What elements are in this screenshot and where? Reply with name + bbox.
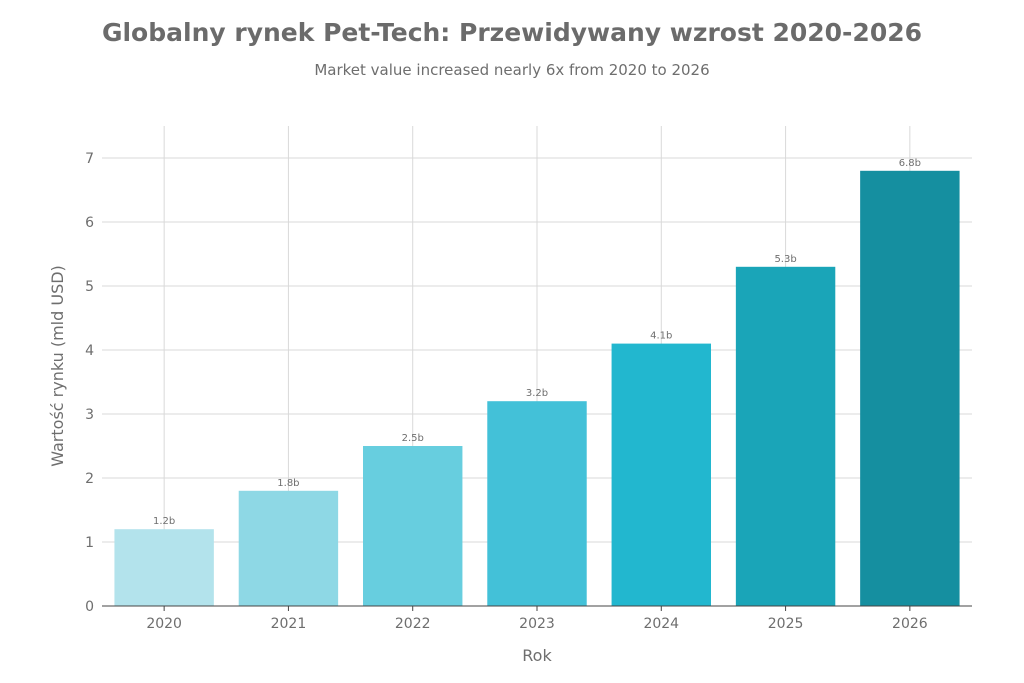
y-tick-label: 6 [85, 215, 94, 231]
data-label: 5.3b [774, 254, 796, 265]
bar-2026 [860, 170, 960, 607]
y-tick-label: 0 [85, 599, 94, 615]
data-label: 1.8b [277, 478, 299, 489]
y-tick-label: 7 [85, 151, 94, 167]
bar-2023 [487, 401, 587, 606]
y-axis-title: Wartość rynku (mld USD) [48, 265, 67, 467]
data-label: 1.2b [153, 516, 175, 527]
bars: 1.2b 1.8b 2.5b 3.2b 4.1b 5.3b 6.8b [114, 158, 960, 607]
bar-2024 [611, 343, 711, 606]
y-tick-label: 1 [85, 535, 94, 551]
x-tick-label: 2024 [643, 616, 679, 632]
y-tick-label: 3 [85, 407, 94, 423]
x-tick-label: 2021 [271, 616, 307, 632]
y-tick-label: 5 [85, 279, 94, 295]
data-label: 6.8b [899, 158, 921, 169]
chart-title: Globalny rynek Pet-Tech: Przewidywany wz… [101, 18, 923, 47]
x-tick-label: 2026 [892, 616, 928, 632]
y-tick-label: 4 [85, 343, 94, 359]
bar-2025 [735, 266, 836, 606]
bar-2021 [238, 490, 339, 606]
x-tick-label: 2022 [395, 616, 431, 632]
chart-subtitle: Market value increased nearly 6x from 20… [314, 61, 710, 79]
y-tick-label: 2 [85, 471, 94, 487]
data-label: 3.2b [526, 388, 548, 399]
data-label: 2.5b [402, 433, 424, 444]
x-tick-label: 2025 [768, 616, 804, 632]
bar-2020 [114, 529, 214, 606]
bar-2022 [363, 446, 463, 606]
x-tick-label: 2023 [519, 616, 555, 632]
x-tick-label: 2020 [146, 616, 182, 632]
x-axis-title: Rok [522, 646, 552, 665]
axes: 0 1 2 3 4 5 6 7 2020 2021 2022 2023 2024 2025 2026 [85, 151, 972, 632]
data-label: 4.1b [650, 331, 672, 342]
